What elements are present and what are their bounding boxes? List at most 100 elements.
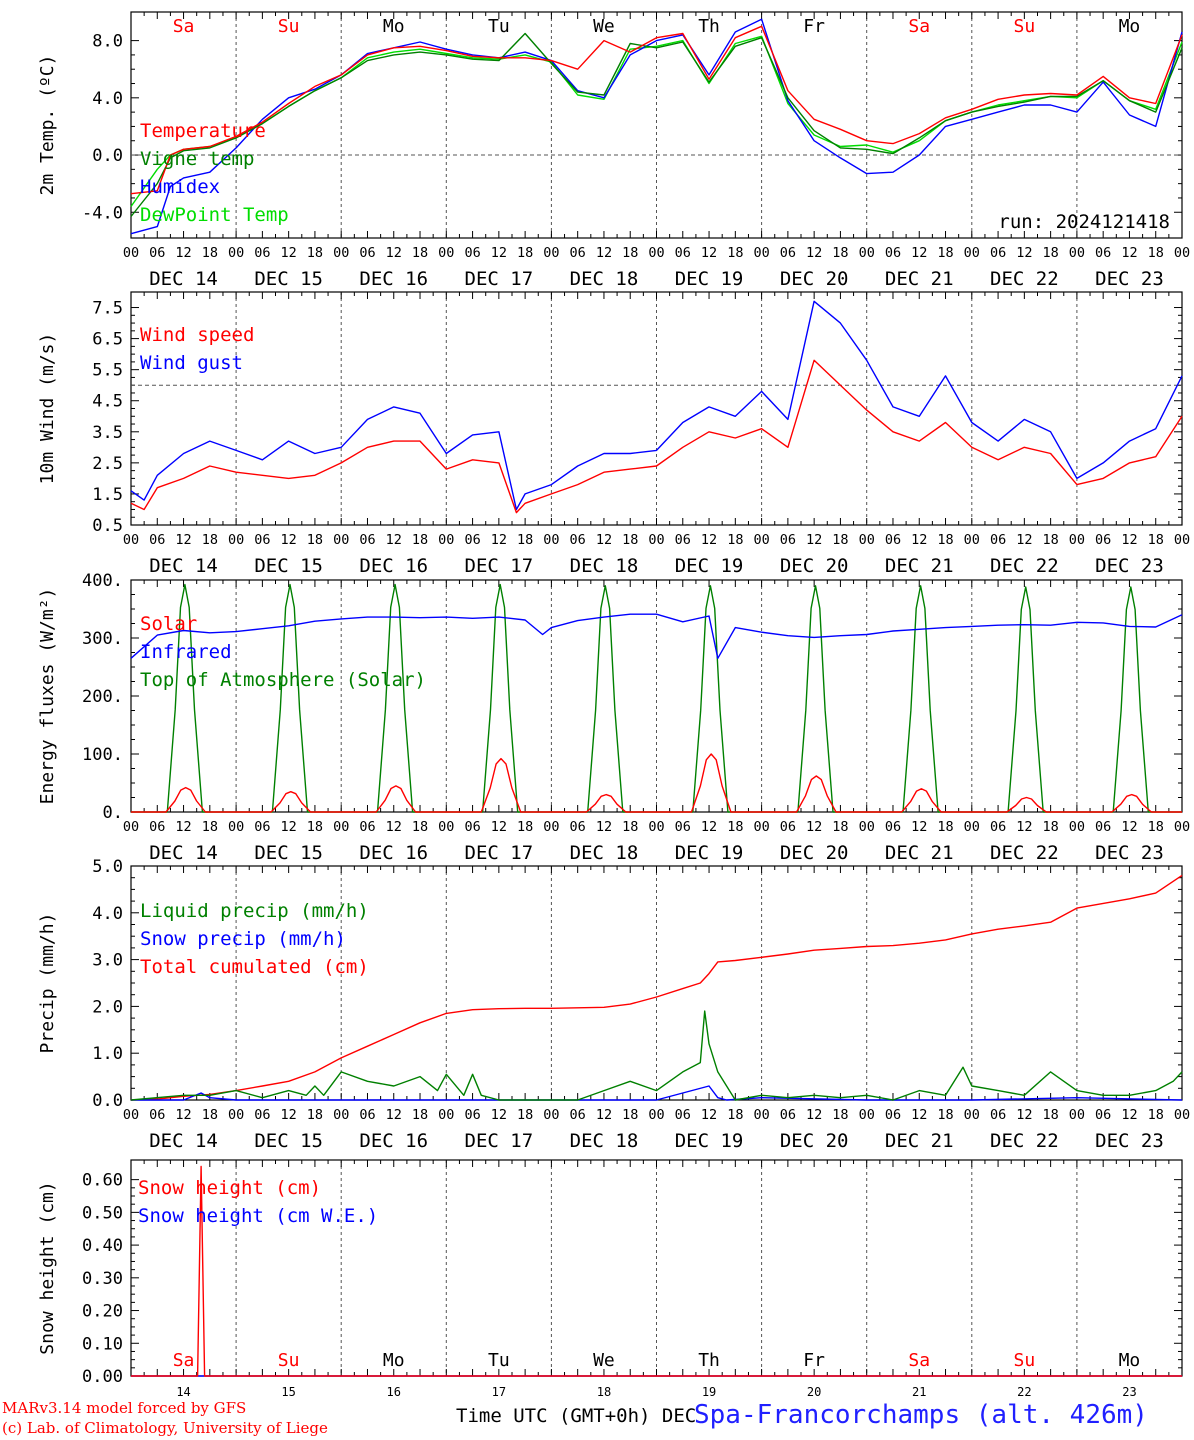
hour-tick-label: 00 [1174, 819, 1190, 835]
hour-tick-label: 00 [438, 532, 454, 548]
hour-tick-label: 06 [464, 532, 480, 548]
hour-tick-label: 18 [1042, 532, 1058, 548]
hour-tick-label: 06 [885, 245, 901, 261]
hour-tick-label: 18 [412, 819, 428, 835]
hour-tick-label: 00 [228, 1107, 244, 1123]
hour-tick-label: 06 [1095, 1107, 1111, 1123]
hour-tick-label: 00 [543, 532, 559, 548]
hour-tick-label: 06 [464, 819, 480, 835]
weekday-label: Mo [1119, 16, 1141, 37]
hour-tick-label: 12 [806, 819, 822, 835]
day-label: DEC 22 [990, 268, 1059, 290]
hour-tick-label: 00 [964, 1107, 980, 1123]
hour-tick-label: 18 [1148, 1107, 1164, 1123]
hour-tick-label: 12 [1121, 245, 1137, 261]
hour-tick-label: 12 [386, 1107, 402, 1123]
hour-tick-label: 12 [596, 532, 612, 548]
y-tick-label: 4.5 [92, 392, 123, 412]
day-label: DEC 19 [675, 1130, 744, 1152]
series-line-3 [130, 18, 1183, 235]
day-label: DEC 22 [990, 1130, 1059, 1152]
hour-tick-label: 00 [123, 532, 139, 548]
hour-tick-label: 12 [911, 819, 927, 835]
hour-tick-label: 06 [254, 245, 270, 261]
hour-tick-label: 12 [1121, 532, 1137, 548]
day-label: DEC 20 [780, 555, 849, 577]
hour-tick-label: 00 [1069, 532, 1085, 548]
hour-tick-label: 12 [911, 532, 927, 548]
hour-tick-label: 06 [780, 245, 796, 261]
hour-tick-label: 18 [727, 1107, 743, 1123]
hour-tick-label: 06 [675, 819, 691, 835]
day-number-label: 16 [387, 1385, 401, 1399]
weekday-label: Tu [488, 16, 510, 37]
hour-tick-label: 18 [412, 1107, 428, 1123]
y-tick-label: 0.0 [92, 1091, 123, 1111]
hour-tick-label: 18 [307, 819, 323, 835]
hour-tick-label: 06 [570, 819, 586, 835]
day-label: DEC 16 [359, 1130, 428, 1152]
legend-entry: Total cumulated (cm) [140, 956, 369, 978]
hour-tick-label: 00 [333, 245, 349, 261]
y-tick-label: 5.0 [92, 857, 123, 877]
hour-tick-label: 00 [964, 245, 980, 261]
hour-tick-label: 18 [517, 245, 533, 261]
day-label: DEC 19 [675, 555, 744, 577]
hour-tick-label: 18 [202, 245, 218, 261]
hour-tick-label: 18 [307, 532, 323, 548]
hour-tick-label: 12 [911, 1107, 927, 1123]
hour-tick-label: 18 [1042, 819, 1058, 835]
y-tick-label: 2.0 [92, 997, 123, 1017]
hour-tick-label: 18 [1148, 245, 1164, 261]
hour-tick-label: 12 [1121, 819, 1137, 835]
day-label: DEC 17 [465, 555, 534, 577]
day-label: DEC 23 [1095, 842, 1164, 864]
y-tick-label: -4.0 [82, 203, 123, 223]
day-label: DEC 20 [780, 1130, 849, 1152]
hour-tick-label: 00 [859, 245, 875, 261]
hour-tick-label: 12 [491, 245, 507, 261]
day-label: DEC 21 [885, 268, 954, 290]
hour-tick-label: 06 [780, 1107, 796, 1123]
hour-tick-label: 18 [412, 245, 428, 261]
day-label: DEC 21 [885, 1130, 954, 1152]
y-tick-label: 0.0 [92, 146, 123, 166]
hour-tick-label: 18 [727, 532, 743, 548]
hour-tick-label: 06 [1095, 245, 1111, 261]
hour-tick-label: 06 [990, 1107, 1006, 1123]
hour-tick-label: 06 [675, 1107, 691, 1123]
day-label: DEC 23 [1095, 555, 1164, 577]
hour-tick-label: 06 [254, 532, 270, 548]
hour-tick-label: 00 [964, 532, 980, 548]
series-line-2 [130, 300, 1183, 511]
hour-tick-label: 12 [1016, 819, 1032, 835]
y-tick-label: 3.5 [92, 423, 123, 443]
hour-tick-label: 18 [517, 1107, 533, 1123]
hour-tick-label: 12 [806, 532, 822, 548]
y-tick-label: 400. [82, 571, 123, 591]
day-label: DEC 20 [780, 268, 849, 290]
hour-tick-label: 00 [438, 1107, 454, 1123]
run-annotation: run: 2024121418 [998, 211, 1170, 233]
hour-tick-label: 18 [1148, 819, 1164, 835]
model-credit: MARv3.14 model forced by GFS [2, 1399, 247, 1417]
day-number-label: 19 [702, 1385, 716, 1399]
legend-entry: DewPoint Temp [140, 204, 289, 226]
hour-tick-label: 06 [675, 245, 691, 261]
hour-tick-label: 12 [491, 532, 507, 548]
legend-entry: Snow precip (mm/h) [140, 928, 346, 950]
hour-tick-label: 00 [543, 1107, 559, 1123]
hour-tick-label: 00 [859, 532, 875, 548]
hour-tick-label: 18 [517, 532, 533, 548]
series-line-1 [131, 753, 1182, 813]
day-label: DEC 18 [570, 1130, 639, 1152]
y-tick-label: 1.5 [92, 485, 123, 505]
series-line-1 [131, 1165, 1182, 1377]
hour-tick-label: 12 [281, 1107, 297, 1123]
lab-credit: (c) Lab. of Climatology, University of L… [2, 1419, 328, 1437]
y-axis-label: 2m Temp. (ºC) [37, 55, 58, 196]
hour-tick-label: 12 [386, 532, 402, 548]
day-label: DEC 17 [465, 268, 534, 290]
weekday-label: We [593, 16, 615, 37]
meteogram-svg: -4.0 0.0 4.0 8.0 2m Temp. (ºC) Temperature Vig… [37, 11, 1190, 1399]
